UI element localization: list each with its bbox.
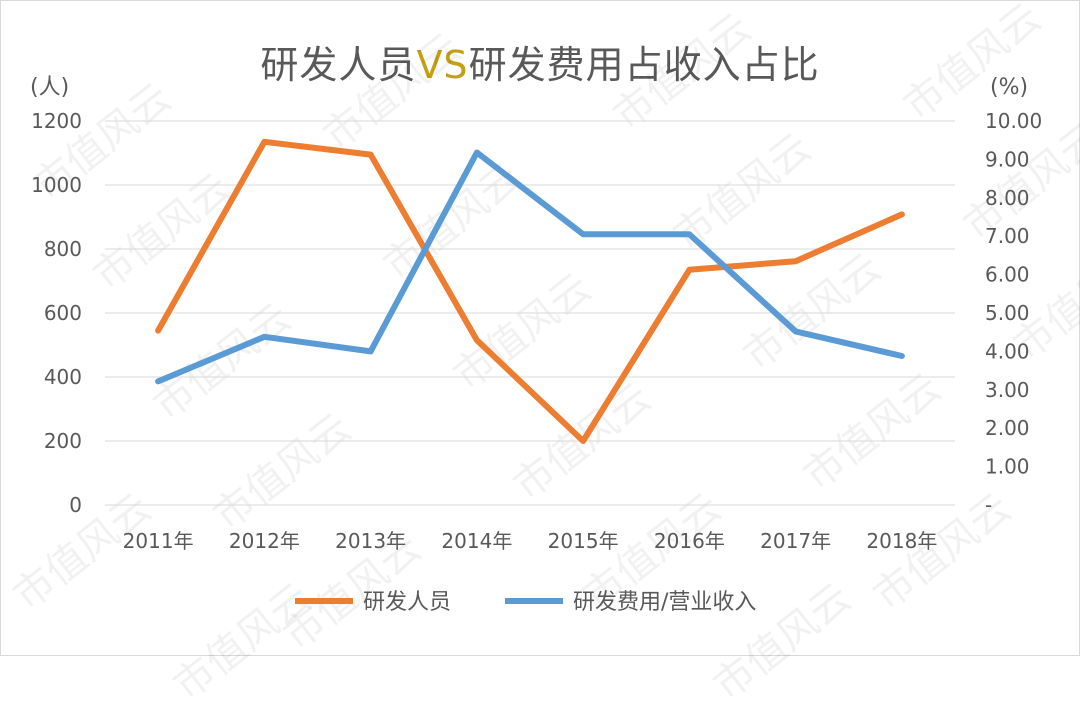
- x-axis-tick-label: 2016年: [654, 529, 725, 553]
- left-axis-tick-label: 1200: [31, 109, 82, 133]
- series-line-ratio: [155, 149, 905, 385]
- right-axis-tick-label: 1.00: [985, 455, 1030, 479]
- right-axis-tick-label: 3.00: [985, 378, 1030, 402]
- series-line-personnel: [155, 138, 905, 444]
- chart-title: 研发人员VS研发费用占收入占比: [0, 34, 1080, 89]
- left-axis-tick-label: 1000: [31, 173, 82, 197]
- x-axis-tick-label: 2013年: [335, 529, 406, 553]
- legend-label: 研发人员: [363, 590, 451, 615]
- right-axis-unit-label: (%): [990, 75, 1028, 100]
- right-axis-tick-label: 4.00: [985, 339, 1030, 363]
- left-axis-tick-label: 800: [44, 237, 82, 261]
- title-part-1: 研发人员: [260, 43, 417, 87]
- right-axis-tick-label: 2.00: [985, 416, 1030, 440]
- right-axis-tick-label: -: [985, 493, 992, 517]
- x-axis-tick-label: 2015年: [548, 529, 619, 553]
- left-axis-tick-label: 400: [44, 365, 82, 389]
- right-axis-tick-label: 5.00: [985, 301, 1030, 325]
- x-axis-tick-label: 2012年: [229, 529, 300, 553]
- right-axis-tick-label: 8.00: [985, 186, 1030, 210]
- right-axis-tick-label: 10.00: [985, 109, 1042, 133]
- left-axis-tick-label: 600: [44, 301, 82, 325]
- left-axis-tick-label: 0: [69, 493, 82, 517]
- left-axis-unit-label: (人): [30, 75, 69, 100]
- x-axis-tick-label: 2014年: [441, 529, 512, 553]
- right-axis-tick-label: 6.00: [985, 263, 1030, 287]
- left-axis-tick-label: 200: [44, 429, 82, 453]
- title-part-2: 研发费用占收入占比: [468, 43, 820, 87]
- x-axis-tick-label: 2011年: [123, 529, 194, 553]
- x-axis-tick-label: 2018年: [866, 529, 937, 553]
- right-axis-tick-label: 7.00: [985, 224, 1030, 248]
- legend-label: 研发费用/营业收入: [573, 590, 756, 615]
- right-axis-tick-label: 9.00: [985, 147, 1030, 171]
- title-vs: VS: [416, 43, 469, 87]
- line-chart: 0 200 400 600 800 1000 1200 - 1.00 2.00 3.00 4.00 5.…: [30, 75, 1042, 615]
- x-axis-tick-label: 2017年: [760, 529, 831, 553]
